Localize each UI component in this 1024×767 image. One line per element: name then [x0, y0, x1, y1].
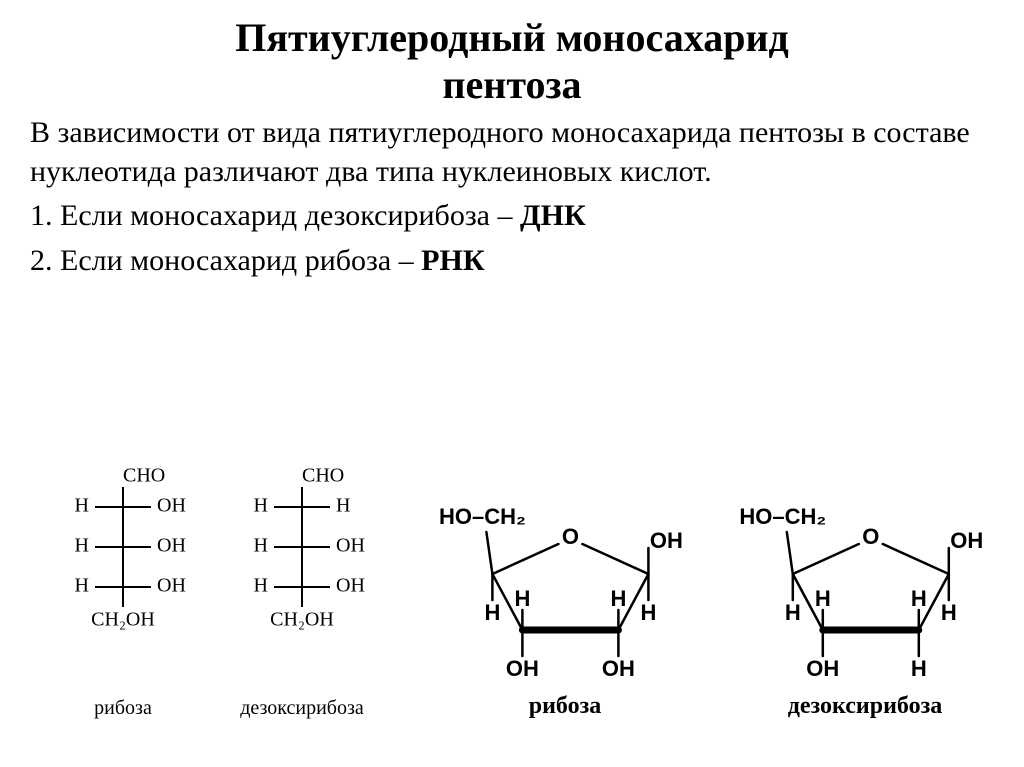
svg-text:CH₂OH: CH₂OH [270, 609, 334, 631]
svg-text:OH: OH [157, 575, 186, 597]
svg-text:OH: OH [506, 656, 539, 681]
svg-text:H: H [911, 586, 927, 611]
item1-bold: ДНК [520, 199, 586, 232]
slide: Пятиуглеродный моносахарид пентоза В зав… [0, 0, 1024, 767]
slide-title: Пятиуглеродный моносахарид пентоза [30, 14, 994, 108]
svg-text:CH₂OH: CH₂OH [91, 609, 155, 631]
item2-text: 2. Если моносахарид рибоза – [30, 244, 421, 277]
fischer-deoxy-label: дезоксирибоза [212, 697, 392, 720]
haworth-deoxy-label: дезоксирибоза [720, 693, 1010, 720]
svg-text:H: H [484, 600, 500, 625]
body-text: В зависимости от вида пятиуглеродного мо… [30, 114, 994, 280]
list-item-2: 2. Если моносахарид рибоза – РНК [30, 242, 994, 280]
diagrams-row: CHOHOHHOHHOHCH₂OH рибоза CHOHHHOHHOHCH₂O… [0, 465, 1024, 745]
svg-text:HO–CH₂: HO–CH₂ [439, 504, 526, 529]
title-line-1: Пятиуглеродный моносахарид [235, 15, 788, 60]
fischer-ribose: CHOHOHHOHHOHCH₂OH [48, 465, 198, 695]
svg-text:H: H [911, 656, 927, 681]
svg-text:OH: OH [650, 528, 683, 553]
svg-text:OH: OH [157, 495, 186, 517]
svg-text:OH: OH [602, 656, 635, 681]
fischer-ribose-label: рибоза [48, 697, 198, 720]
svg-text:H: H [514, 586, 530, 611]
haworth-ribose: OHO–CH₂OHHHOHHOHH [430, 470, 700, 695]
svg-text:HO–CH₂: HO–CH₂ [739, 504, 826, 529]
svg-text:H: H [610, 586, 626, 611]
svg-text:CHO: CHO [302, 465, 344, 487]
svg-text:OH: OH [336, 535, 365, 557]
svg-text:H: H [815, 586, 831, 611]
svg-text:H: H [640, 600, 656, 625]
svg-text:H: H [75, 575, 89, 597]
haworth-ribose-label: рибоза [430, 693, 700, 720]
title-line-2: пентоза [442, 62, 581, 107]
svg-text:O: O [562, 524, 579, 549]
svg-text:H: H [336, 495, 350, 517]
svg-text:H: H [785, 600, 801, 625]
list-item-1: 1. Если моносахарид дезоксирибоза – ДНК [30, 197, 994, 235]
haworth-deoxyribose: OHO–CH₂OHHHHHOHH [720, 470, 1010, 695]
item1-text: 1. Если моносахарид дезоксирибоза – [30, 199, 520, 232]
paragraph-1: В зависимости от вида пятиуглеродного мо… [30, 114, 994, 191]
svg-text:O: O [862, 524, 879, 549]
svg-text:H: H [254, 575, 268, 597]
svg-text:H: H [254, 535, 268, 557]
svg-text:H: H [941, 600, 957, 625]
svg-text:OH: OH [157, 535, 186, 557]
svg-text:OH: OH [336, 575, 365, 597]
svg-text:OH: OH [950, 528, 983, 553]
svg-text:H: H [254, 495, 268, 517]
item2-bold: РНК [421, 244, 484, 277]
svg-text:CHO: CHO [123, 465, 165, 487]
svg-text:OH: OH [806, 656, 839, 681]
svg-text:H: H [75, 495, 89, 517]
fischer-deoxyribose: CHOHHHOHHOHCH₂OH [222, 465, 382, 695]
svg-text:H: H [75, 535, 89, 557]
